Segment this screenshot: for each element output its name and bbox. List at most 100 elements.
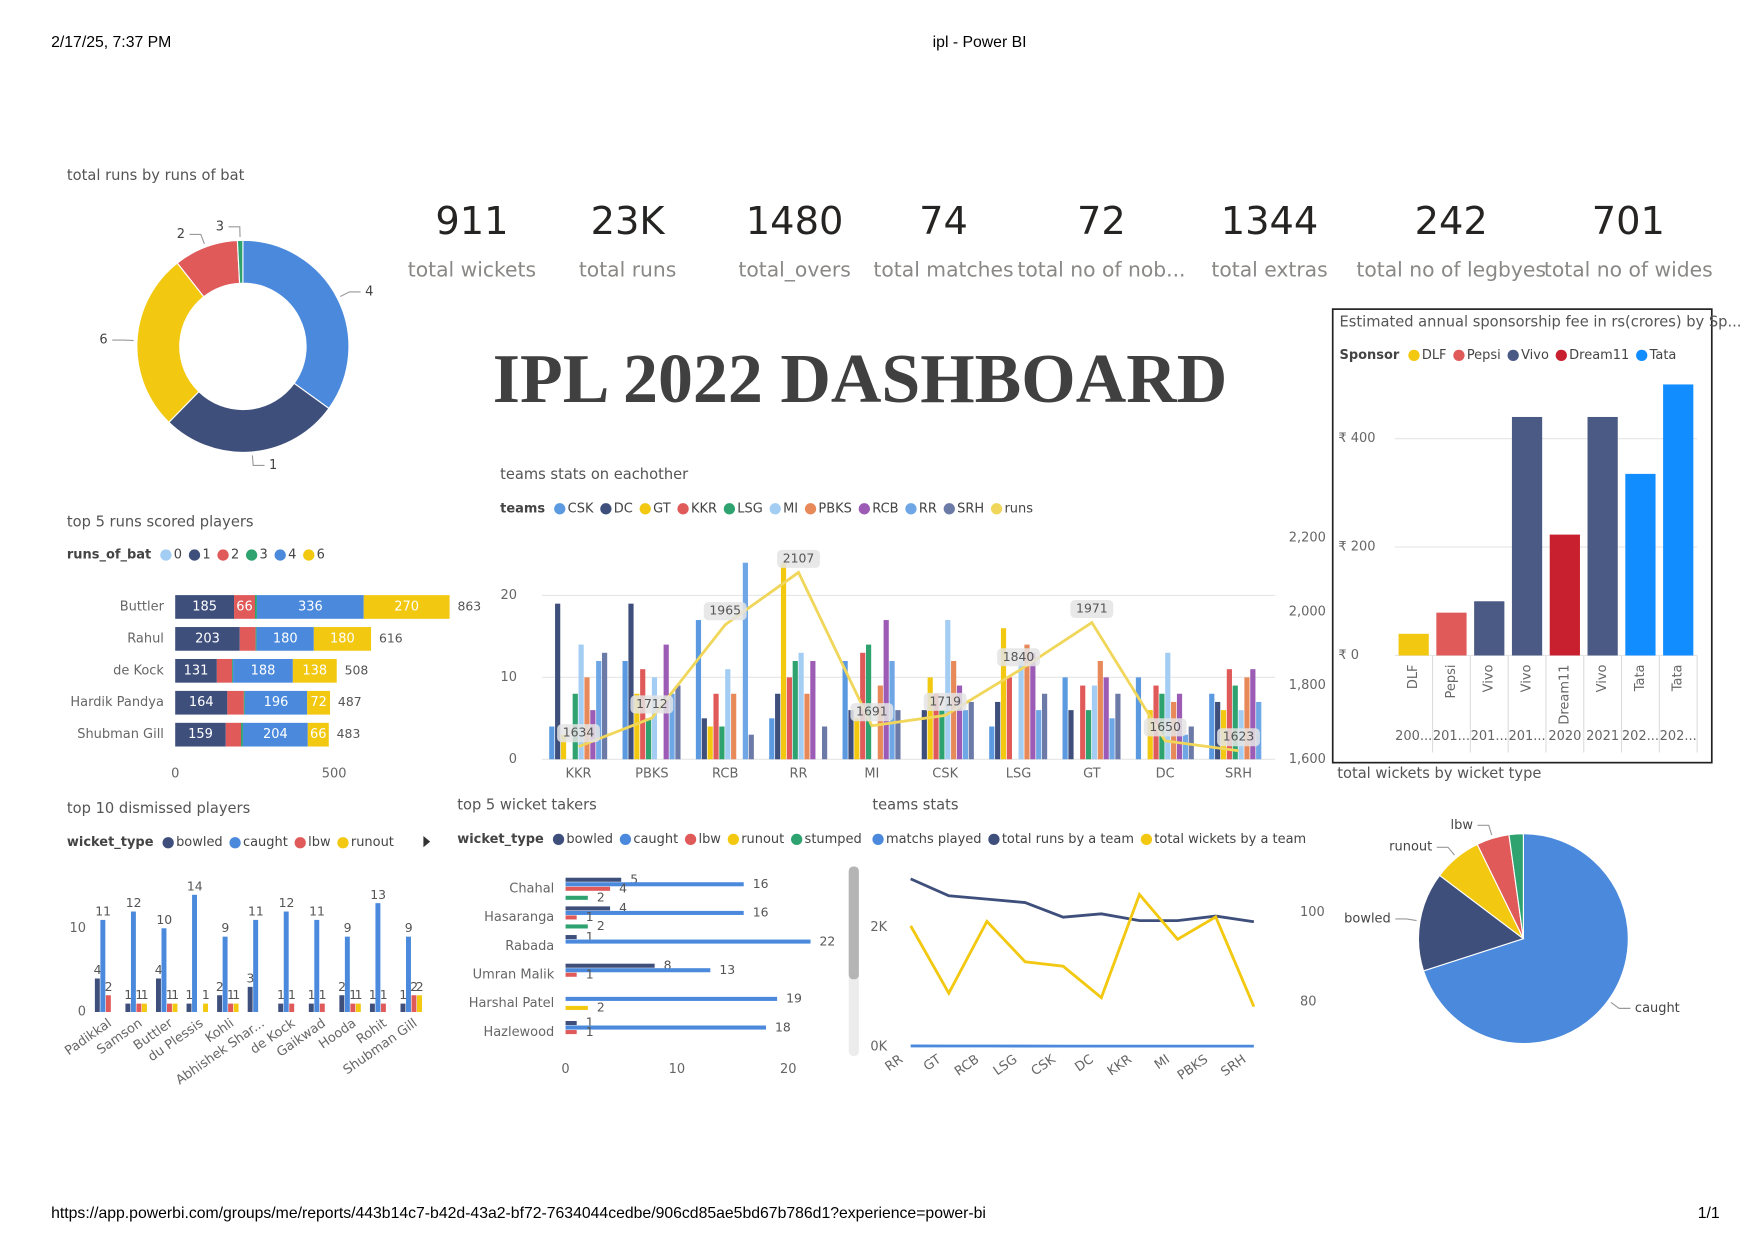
label-bg [997, 648, 1040, 667]
data-label: 131 [184, 663, 209, 678]
scroll-arrow[interactable] [423, 835, 431, 848]
bar [339, 995, 345, 1012]
y-tick-label: ₹ 400 [1338, 431, 1375, 446]
bar [792, 660, 798, 760]
legend-marker [943, 503, 955, 515]
label-bg [703, 602, 747, 621]
print-date: 2/17/25, 7:37 PM [51, 34, 171, 51]
bar [1135, 677, 1142, 760]
data-label: 8 [664, 957, 672, 972]
legend-label: KKR [691, 501, 717, 516]
slice [236, 239, 244, 284]
y2-tick-label: 100 [1300, 905, 1325, 920]
bar [628, 603, 634, 760]
legend-marker [858, 503, 870, 515]
bar [1103, 677, 1109, 760]
data-label: 1 [399, 987, 407, 1002]
y-tick-label: 0 [78, 1004, 86, 1019]
bar [100, 919, 106, 1012]
data-label: 159 [188, 727, 213, 742]
bar [865, 644, 872, 760]
slice-label: 2 [177, 227, 185, 242]
kpi-value: 72 [1077, 199, 1126, 244]
slice [1508, 833, 1524, 939]
legend-marker [639, 503, 651, 515]
bar [217, 995, 223, 1012]
bar [1062, 677, 1068, 760]
bar [1226, 669, 1232, 760]
bar [1188, 726, 1194, 760]
data-label: 1 [586, 1024, 594, 1039]
kpi-value: 911 [435, 199, 508, 244]
bar [125, 1003, 131, 1012]
x-tick-label: MI [864, 766, 879, 781]
y2-tick-label: 2,200 [1289, 531, 1326, 546]
legend-label: RR [919, 501, 937, 516]
bar [748, 734, 754, 760]
bar [780, 562, 787, 760]
bar-segment [233, 658, 293, 683]
bar [584, 677, 590, 760]
bar [1398, 633, 1429, 656]
bar [1663, 384, 1694, 656]
data-label: 1 [124, 987, 132, 1002]
bar [565, 972, 577, 977]
bar [136, 1003, 142, 1012]
bar [283, 911, 289, 1012]
bar [854, 718, 860, 760]
slice [242, 239, 350, 410]
bar [253, 919, 259, 1012]
y-tick-label: Rahul [127, 631, 164, 646]
bar [968, 701, 974, 760]
y-tick-label: 0 [509, 752, 517, 767]
legend-marker [554, 503, 566, 515]
data-label: 1712 [636, 696, 668, 711]
y-tick-label: Harshal Patel [469, 996, 555, 1011]
x-group-label: 202... [1660, 729, 1697, 744]
slice-label: runout [1389, 840, 1432, 855]
legend-title: wicket_type [457, 832, 544, 847]
legend-label: PBKS [818, 501, 851, 516]
bar [945, 620, 951, 760]
kpi-label: total runs [579, 258, 677, 282]
slice [1422, 833, 1629, 1045]
bar [1000, 628, 1007, 760]
visual-frame [1331, 308, 1713, 764]
data-label: 1 [171, 987, 179, 1002]
legend-marker [188, 549, 201, 561]
slice-label: 6 [99, 333, 107, 348]
legend-title: runs_of_bat [67, 548, 151, 563]
bar-segment [313, 627, 372, 651]
bar [883, 620, 889, 760]
data-label: 9 [221, 920, 229, 935]
slice-label: bowled [1344, 911, 1391, 926]
leader-line [1610, 1001, 1631, 1009]
bar [810, 660, 816, 760]
data-label: 2 [338, 979, 346, 994]
bar [565, 939, 811, 944]
kpi-label: total_overs [738, 258, 850, 283]
bar-segment [234, 595, 256, 619]
y-tick-label: Rabada [505, 939, 554, 954]
x-tick-label: 20 [780, 1062, 797, 1077]
bar [713, 693, 719, 760]
x-tick-label: RR [883, 1052, 906, 1075]
label-bg [557, 724, 600, 743]
legend-marker [1140, 833, 1153, 846]
bar [1244, 677, 1250, 760]
bar [141, 1003, 147, 1012]
scrollbar-thumb[interactable] [848, 866, 859, 980]
bar [995, 701, 1001, 760]
legend-label: Dream11 [1569, 348, 1629, 363]
x-tick-label: Vivo [1520, 664, 1535, 692]
x-tick-label: 10 [669, 1062, 686, 1077]
legend-label: runs [1004, 501, 1033, 516]
slice [168, 382, 330, 453]
data-label: 2 [597, 918, 605, 933]
bar-segment [225, 722, 242, 747]
data-label: 1719 [929, 693, 961, 708]
y-tick-label: 10 [70, 921, 87, 936]
total-label: 863 [457, 598, 481, 613]
legend-label: 6 [317, 548, 325, 563]
x-tick-label: Vivo [1595, 664, 1610, 692]
